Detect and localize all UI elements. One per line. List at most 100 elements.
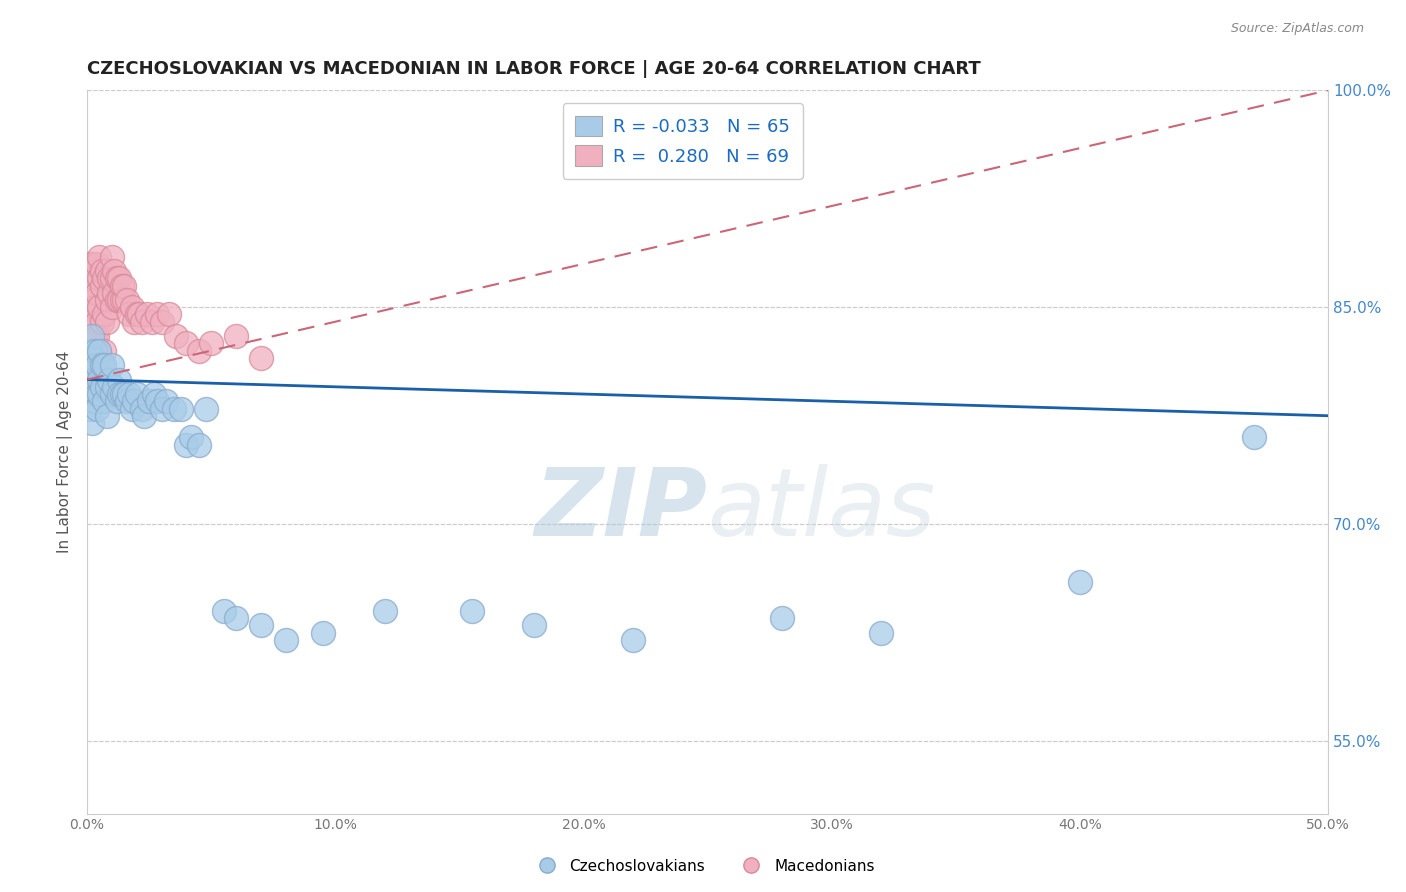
Point (170, 401, 193, 416)
Point (121, 300, 143, 314)
Point (176, 336, 198, 351)
Point (176, 438, 198, 452)
Point (138, 394, 160, 409)
Point (79, 358, 101, 372)
Point (79, 315, 101, 329)
Point (103, 264, 125, 278)
Point (143, 387, 166, 401)
Point (200, 336, 222, 351)
Point (98, 373, 121, 387)
Point (621, 632, 644, 647)
Point (83, 300, 105, 314)
Point (80, 351, 103, 365)
Point (86, 358, 108, 372)
Point (83, 293, 105, 307)
Point (89, 387, 111, 401)
Point (121, 401, 143, 416)
Point (79, 373, 101, 387)
Legend: Czechoslovakians, Macedonians: Czechoslovakians, Macedonians (526, 853, 880, 880)
Point (89, 373, 111, 387)
Point (79, 329, 101, 343)
Point (80, 293, 103, 307)
Point (80, 322, 103, 336)
Point (225, 611, 247, 625)
Point (80, 373, 103, 387)
Point (91, 358, 114, 372)
Point (212, 604, 235, 618)
Point (135, 308, 157, 322)
Point (111, 293, 134, 307)
Point (131, 401, 153, 416)
Point (374, 604, 396, 618)
Point (163, 401, 186, 416)
Point (86, 329, 108, 343)
Point (96, 315, 118, 329)
Point (145, 308, 167, 322)
Point (96, 293, 118, 307)
Point (180, 430, 202, 444)
Point (80, 416, 103, 430)
Point (108, 373, 131, 387)
Point (86, 257, 108, 271)
Point (98, 271, 121, 285)
Point (105, 394, 128, 409)
Point (108, 271, 131, 285)
Point (96, 409, 118, 423)
Point (93, 358, 115, 372)
Point (1243, 430, 1265, 444)
Text: ZIP: ZIP (534, 464, 707, 556)
Point (83, 343, 105, 358)
Point (96, 264, 118, 278)
Point (91, 264, 114, 278)
Point (93, 343, 115, 358)
Point (93, 271, 115, 285)
Point (80, 315, 103, 329)
Point (79, 257, 101, 271)
Point (112, 387, 135, 401)
Point (79, 271, 101, 285)
Point (89, 271, 111, 285)
Point (111, 278, 134, 293)
Point (80, 285, 103, 300)
Point (131, 315, 153, 329)
Point (83, 394, 105, 409)
Point (86, 387, 108, 401)
Point (150, 401, 173, 416)
Point (89, 343, 111, 358)
Point (83, 264, 105, 278)
Text: CZECHOSLOVAKIAN VS MACEDONIAN IN LABOR FORCE | AGE 20-64 CORRELATION CHART: CZECHOSLOVAKIAN VS MACEDONIAN IN LABOR F… (87, 60, 981, 78)
Point (86, 401, 108, 416)
Point (93, 394, 115, 409)
Point (225, 329, 247, 343)
Point (101, 271, 124, 285)
Point (523, 618, 546, 632)
Point (101, 387, 124, 401)
Point (83, 380, 105, 394)
Point (89, 300, 111, 314)
Y-axis label: In Labor Force | Age 20-64: In Labor Force | Age 20-64 (58, 351, 73, 553)
Point (83, 373, 105, 387)
Point (79, 285, 101, 300)
Point (108, 387, 131, 401)
Point (80, 343, 103, 358)
Point (108, 293, 131, 307)
Point (187, 438, 209, 452)
Point (150, 315, 173, 329)
Point (118, 308, 141, 322)
Point (80, 257, 103, 271)
Point (145, 394, 167, 409)
Point (79, 343, 101, 358)
Point (250, 351, 273, 365)
Point (83, 329, 105, 343)
Point (125, 308, 148, 322)
Point (195, 401, 218, 416)
Point (105, 293, 128, 307)
Point (1069, 575, 1091, 590)
Point (165, 329, 187, 343)
Point (118, 387, 141, 401)
Point (93, 308, 115, 322)
Point (101, 300, 124, 314)
Point (79, 343, 101, 358)
Point (103, 380, 125, 394)
Point (101, 358, 124, 372)
